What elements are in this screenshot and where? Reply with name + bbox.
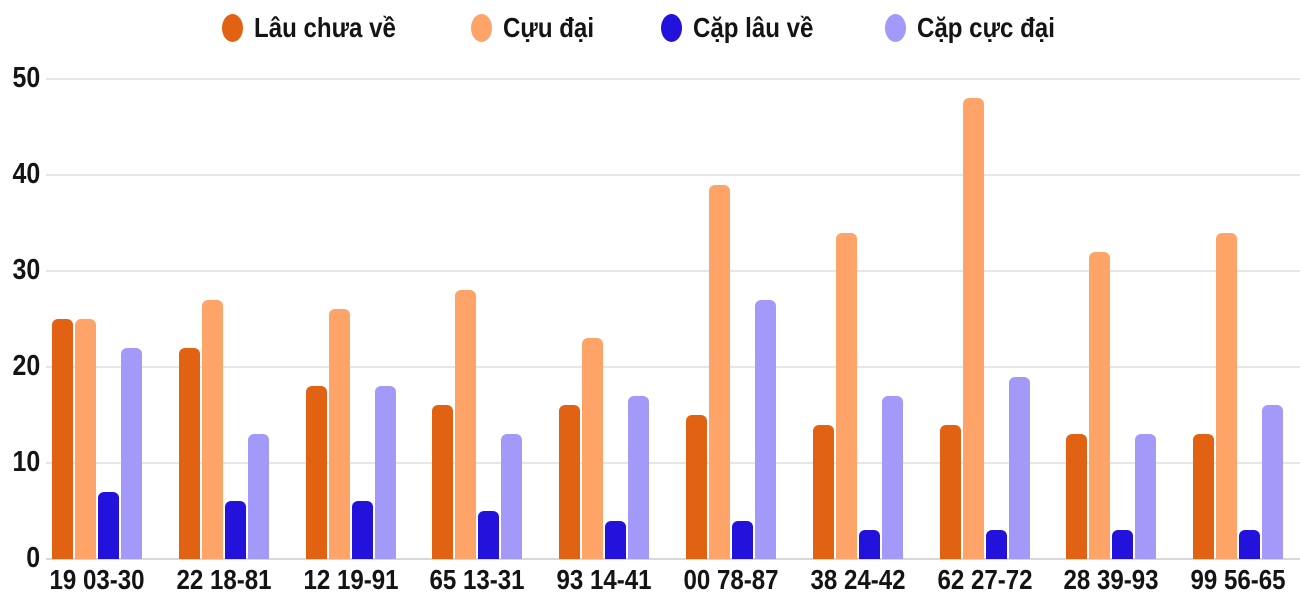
legend: Lâu chưa về Cựu đại Cặp lâu về Cặp cực đại <box>0 6 1300 50</box>
x-axis-label: 62 27-72 <box>937 564 1033 595</box>
gridline <box>46 462 1300 464</box>
gridline <box>46 78 1300 80</box>
legend-label: Cặp lâu về <box>693 12 814 43</box>
bar <box>1089 251 1111 559</box>
bar <box>224 501 246 559</box>
x-axis-baseline <box>46 558 1300 560</box>
gridline <box>46 270 1300 272</box>
bar <box>478 511 500 559</box>
legend-marker-icon <box>885 14 907 42</box>
bar <box>1193 434 1215 559</box>
x-axis-label: 00 78-87 <box>683 564 779 595</box>
bar <box>247 434 269 559</box>
bar <box>582 338 604 559</box>
legend-label: Cựu đại <box>503 12 595 43</box>
bar <box>455 290 477 559</box>
legend-marker-icon <box>661 14 683 42</box>
bar <box>835 232 857 559</box>
x-axis-label: 22 18-81 <box>176 564 272 595</box>
legend-marker-icon <box>222 14 244 42</box>
bar <box>709 184 730 559</box>
bar <box>75 319 96 559</box>
bar <box>121 347 142 559</box>
y-axis-label: 20 <box>12 350 40 382</box>
gridline <box>46 366 1300 368</box>
bar <box>1135 434 1157 559</box>
bar <box>52 319 73 559</box>
y-axis-label: 30 <box>12 254 40 286</box>
bar <box>1216 232 1238 559</box>
bar <box>1066 434 1088 559</box>
bar <box>1262 405 1284 559</box>
x-axis-label: 65 13-31 <box>429 564 525 595</box>
y-axis-label: 0 <box>26 542 40 574</box>
bar <box>1239 530 1261 559</box>
gridline <box>46 174 1300 176</box>
x-axis-label: 12 19-91 <box>303 564 399 595</box>
bar <box>374 386 396 559</box>
bar <box>939 424 961 559</box>
legend-item: Lâu chưa về <box>222 12 419 44</box>
bar <box>305 386 327 559</box>
bar <box>755 299 776 559</box>
bar <box>732 520 753 559</box>
y-axis-label: 10 <box>12 446 40 478</box>
bar <box>881 395 903 559</box>
x-axis-label: 93 14-41 <box>556 564 652 595</box>
y-axis-label: 50 <box>12 62 40 94</box>
legend-label: Lâu chưa về <box>254 12 397 43</box>
legend-item: Cựu đại <box>471 12 609 44</box>
x-axis-label: 38 24-42 <box>810 564 906 595</box>
bar <box>559 405 581 559</box>
legend-item: Cặp lâu về <box>661 12 833 44</box>
bar <box>98 491 119 559</box>
x-axis-label: 99 56-65 <box>1190 564 1286 595</box>
bar <box>858 530 880 559</box>
bar <box>812 424 834 559</box>
bar <box>1008 376 1030 559</box>
bar <box>432 405 454 559</box>
bar <box>501 434 523 559</box>
bar <box>351 501 373 559</box>
bar <box>1112 530 1134 559</box>
bar <box>201 299 223 559</box>
bar <box>962 98 984 559</box>
bar <box>605 520 627 559</box>
legend-item: Cặp cực đại <box>885 12 1077 44</box>
legend-label: Cặp cực đại <box>917 12 1056 43</box>
bar <box>328 309 350 559</box>
bar <box>985 530 1007 559</box>
x-axis-label: 28 39-93 <box>1063 564 1159 595</box>
bar <box>178 347 200 559</box>
bar <box>628 395 650 559</box>
legend-marker-icon <box>471 14 493 42</box>
x-axis-label: 19 03-30 <box>49 564 145 595</box>
bar <box>686 415 707 559</box>
y-axis-label: 40 <box>12 158 40 190</box>
